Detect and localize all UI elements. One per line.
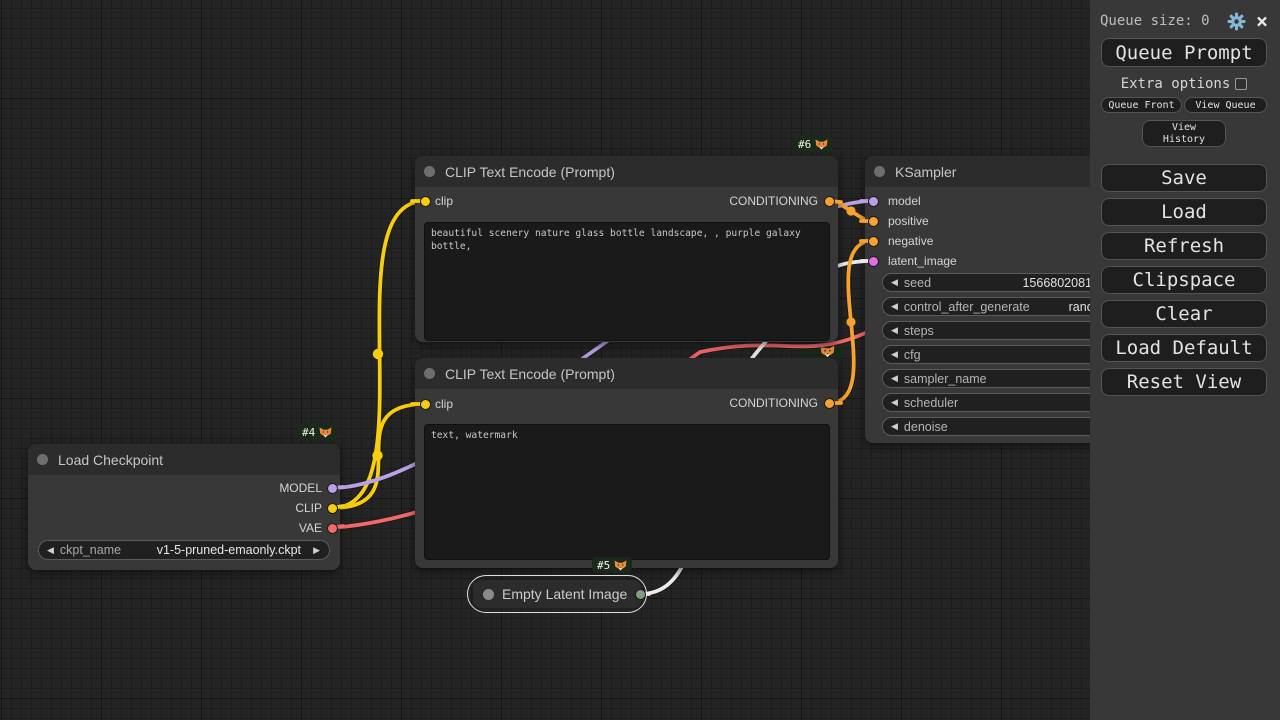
node-load-checkpoint[interactable]: Load Checkpoint MODEL CLIP VAE ◀ ckpt_na…	[28, 444, 340, 570]
node-badge-empty-latent: #5	[592, 557, 633, 573]
fox-icon	[614, 559, 627, 570]
load-default-button[interactable]: Load Default	[1101, 334, 1267, 362]
queue-prompt-button[interactable]: Queue Prompt	[1101, 38, 1267, 67]
node-badge-load-checkpoint: #4	[297, 424, 338, 440]
refresh-button[interactable]: Refresh	[1101, 232, 1267, 260]
port-latent-output[interactable]	[634, 588, 646, 600]
input-label-model: model	[888, 194, 921, 208]
port-clip-input-positive[interactable]	[419, 195, 431, 207]
node-title: CLIP Text Encode (Prompt)	[445, 365, 615, 382]
node-badge-partial	[795, 343, 843, 359]
node-title: CLIP Text Encode (Prompt)	[445, 163, 615, 180]
port-conditioning-output-negative[interactable]	[823, 397, 835, 409]
node-badge-clip-positive: #6	[793, 136, 834, 152]
settings-gear-icon[interactable]	[1227, 11, 1246, 31]
collapse-dot-icon[interactable]	[424, 166, 435, 177]
port-positive-input[interactable]	[867, 215, 879, 227]
left-arrow-icon[interactable]: ◀	[47, 544, 54, 555]
left-arrow-icon[interactable]: ◀	[891, 373, 898, 383]
collapse-dot-icon[interactable]	[37, 454, 48, 465]
output-label-conditioning: CONDITIONING	[729, 396, 818, 410]
input-label-latent-image: latent_image	[888, 254, 957, 268]
input-label-clip: clip	[435, 194, 454, 208]
view-history-button[interactable]: View History	[1142, 120, 1226, 147]
port-clip-output[interactable]	[326, 502, 338, 514]
left-arrow-icon[interactable]: ◀	[891, 325, 898, 335]
left-arrow-icon[interactable]: ◀	[891, 301, 898, 311]
input-label-positive: positive	[888, 214, 929, 228]
left-arrow-icon[interactable]: ◀	[891, 397, 898, 407]
left-arrow-icon[interactable]: ◀	[891, 349, 898, 359]
left-arrow-icon[interactable]: ◀	[891, 421, 898, 431]
port-model-input[interactable]	[867, 195, 879, 207]
output-label-model: MODEL	[279, 481, 322, 495]
ckpt-name-value: v1-5-pruned-emaonly.ckpt	[156, 543, 301, 557]
extra-options-checkbox[interactable]	[1235, 78, 1248, 90]
widget-seed-value: 1566802081	[1022, 275, 1092, 290]
collapse-dot-icon[interactable]	[874, 166, 885, 177]
close-icon[interactable]: ×	[1255, 9, 1268, 33]
node-clip-text-encode-positive[interactable]: CLIP Text Encode (Prompt) clip CONDITION…	[415, 156, 838, 342]
left-arrow-icon[interactable]: ◀	[891, 277, 898, 287]
clear-button[interactable]: Clear	[1101, 300, 1267, 328]
node-clip-text-encode-negative[interactable]: CLIP Text Encode (Prompt) clip CONDITION…	[415, 358, 838, 568]
queue-front-button[interactable]: Queue Front	[1101, 97, 1182, 113]
node-title: KSampler	[895, 163, 957, 180]
port-model-output[interactable]	[326, 482, 338, 494]
node-titlebar[interactable]: CLIP Text Encode (Prompt)	[415, 156, 838, 187]
prompt-textarea[interactable]: text, watermark	[424, 424, 830, 560]
save-button[interactable]: Save	[1101, 164, 1267, 192]
right-arrow-icon[interactable]: ▶	[313, 544, 320, 555]
port-vae-output[interactable]	[326, 522, 338, 534]
wire-clip-to-positive	[330, 199, 427, 510]
load-button[interactable]: Load	[1101, 198, 1267, 226]
reset-view-button[interactable]: Reset View	[1101, 368, 1267, 396]
node-titlebar[interactable]: CLIP Text Encode (Prompt)	[415, 358, 838, 389]
collapse-dot-icon[interactable]	[424, 368, 435, 379]
fox-icon	[319, 426, 332, 437]
node-titlebar[interactable]: Load Checkpoint	[28, 444, 340, 475]
clipspace-button[interactable]: Clipspace	[1101, 266, 1267, 294]
comfy-menu: Queue size: 0 × Queue Prompt Extra optio…	[1090, 0, 1280, 720]
node-title: Empty Latent Image	[502, 586, 628, 602]
port-latent-image-input[interactable]	[867, 255, 879, 267]
prompt-textarea[interactable]: beautiful scenery nature glass bottle la…	[424, 222, 830, 341]
port-negative-input[interactable]	[867, 235, 879, 247]
output-label-vae: VAE	[298, 521, 322, 535]
widget-ckpt-name[interactable]: ◀ ckpt_name v1-5-pruned-emaonly.ckpt ▶	[38, 540, 330, 560]
input-label-negative: negative	[888, 234, 934, 248]
port-clip-input-negative[interactable]	[419, 398, 431, 410]
extra-options-label: Extra options	[1120, 76, 1231, 92]
output-label-conditioning: CONDITIONING	[729, 194, 818, 208]
input-label-clip: clip	[435, 397, 454, 411]
output-label-clip: CLIP	[295, 501, 322, 515]
collapse-dot-icon[interactable]	[483, 588, 494, 600]
view-queue-button[interactable]: View Queue	[1184, 97, 1267, 113]
port-conditioning-output-positive[interactable]	[823, 195, 835, 207]
fox-icon	[815, 138, 828, 149]
node-title: Load Checkpoint	[58, 451, 164, 468]
queue-size-label: Queue size: 0	[1100, 13, 1210, 29]
wire-clip-to-negative	[330, 402, 427, 510]
node-empty-latent-image[interactable]: Empty Latent Image	[472, 579, 642, 609]
